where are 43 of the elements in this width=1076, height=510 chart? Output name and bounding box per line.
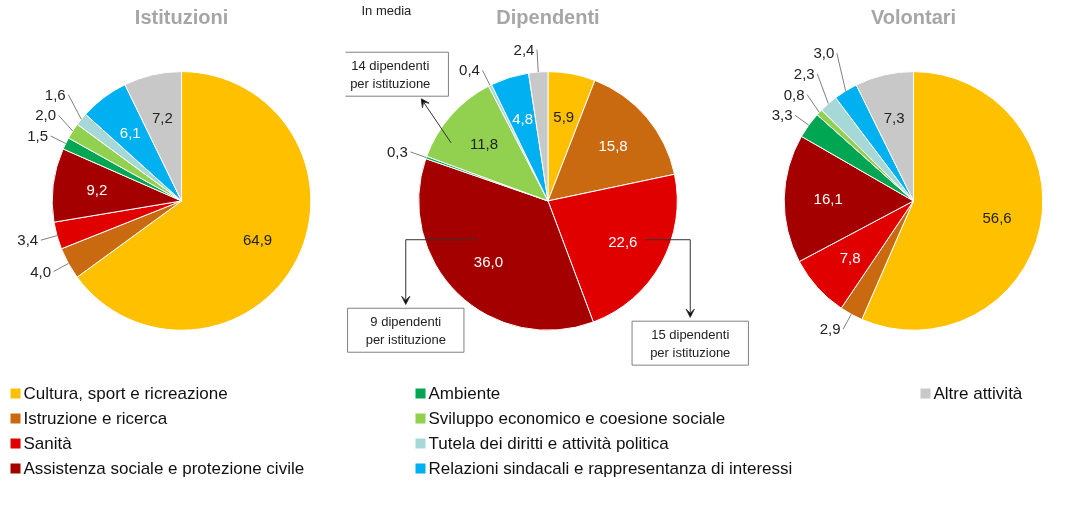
text: 14 dipendenti per istituzione [350,57,431,91]
legend-label: Sviluppo economico e coesione sociale [428,409,726,428]
data-label: 4,8 [512,110,534,128]
data-label: 2,9 [819,320,841,338]
data-label: 7,2 [151,108,173,126]
data-label: 1,6 [44,85,66,103]
legend-label: Sanità [23,434,73,453]
data-label: 3,0 [813,44,835,62]
chart-title: Dipendenti [496,6,600,29]
data-label: 4,0 [30,262,52,280]
data-label: 2,3 [793,64,815,82]
text: 9 dipendenti per istituzione [365,313,446,347]
data-label: 2,0 [35,106,56,124]
data-label: 64,9 [243,230,273,248]
data-label: 11,8 [469,135,499,153]
data-label: 36,0 [473,253,504,271]
data-label: 22,6 [608,233,638,251]
legend-label: Relazioni sindacali e rappresentanza di interessi [428,459,793,478]
text: In media [361,3,413,19]
data-label: 3,4 [17,231,39,249]
data-label: 56,6 [982,209,1012,227]
legend-label: Cultura, sport e ricreazione [23,384,228,403]
data-label: 6,1 [119,123,141,141]
data-label: 0,8 [783,85,805,103]
data-label: 0,3 [386,142,408,160]
data-label: 15,8 [598,136,628,154]
data-label: 16,1 [813,190,843,208]
chart-title: Volontari [870,6,957,29]
legend-label: Altre attività [933,384,1023,403]
data-label: 5,9 [553,108,575,126]
data-label: 0,4 [459,61,480,79]
legend-label: Tutela dei diritti e attività politica [428,434,670,453]
chart-title: Istituzioni [134,6,229,29]
legend-label: Ambiente [428,384,501,403]
text: 15 dipendenti per istituzione [650,326,731,360]
legend-label: Assistenza sociale e protezione civile [23,459,305,478]
data-label: 2,4 [513,40,535,58]
data-label: 7,3 [883,108,905,126]
data-label: 3,3 [771,106,793,124]
data-label: 7,8 [839,249,861,267]
data-label: 9,2 [86,181,108,199]
data-label: 1,5 [27,126,49,144]
legend-label: Istruzione e ricerca [23,409,168,428]
